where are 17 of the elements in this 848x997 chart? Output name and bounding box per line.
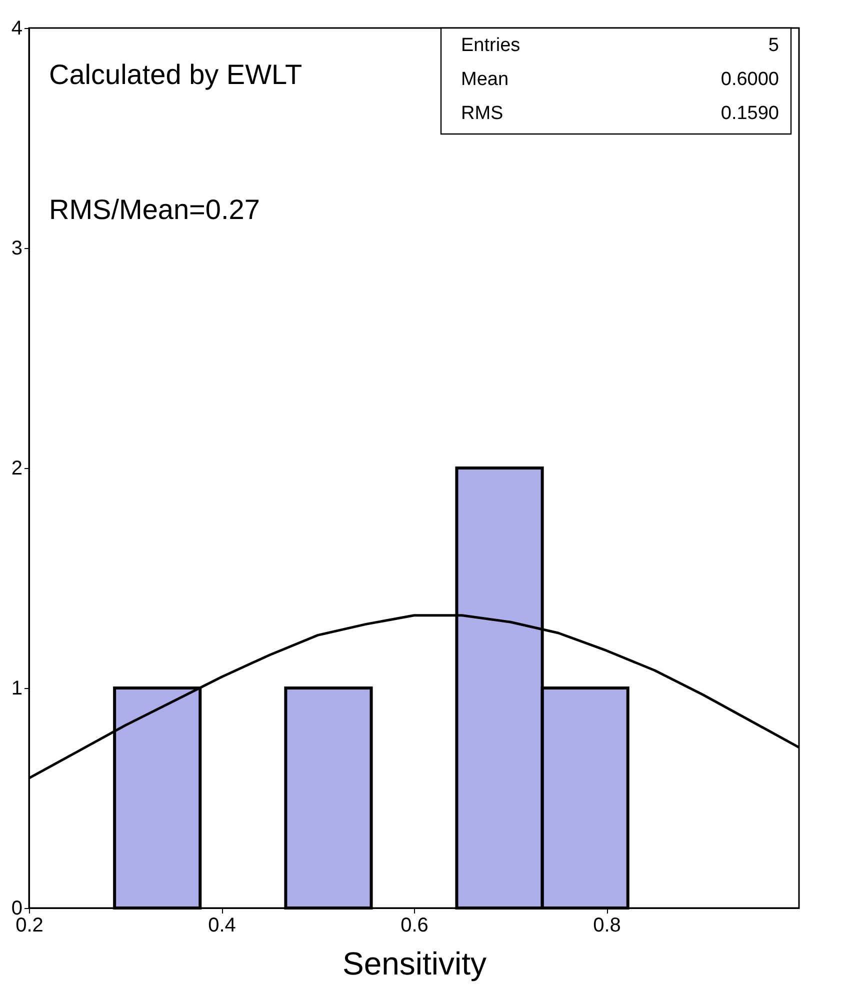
annotation: 5: [768, 35, 779, 56]
annotation: Calculated by EWLT: [49, 59, 302, 90]
x-tick-label: 0.8: [593, 914, 621, 936]
x-axis-title: Sensitivity: [342, 946, 487, 982]
y-tick-label: 2: [11, 458, 22, 480]
annotation: RMS: [461, 103, 504, 124]
y-tick-label: 1: [11, 678, 22, 700]
annotation: Entries: [461, 35, 520, 56]
y-tick-label: 4: [11, 18, 22, 40]
x-tick-label: 0.2: [16, 914, 44, 936]
x-tick-label: 0.6: [400, 914, 428, 936]
annotation: RMS/Mean=0.27: [49, 194, 260, 225]
y-tick-label: 3: [11, 238, 22, 260]
annotation: 0.6000: [720, 69, 779, 90]
x-tick-label: 0.4: [208, 914, 236, 936]
annotation: 0.1590: [720, 103, 779, 124]
annotation: Mean: [461, 69, 509, 90]
